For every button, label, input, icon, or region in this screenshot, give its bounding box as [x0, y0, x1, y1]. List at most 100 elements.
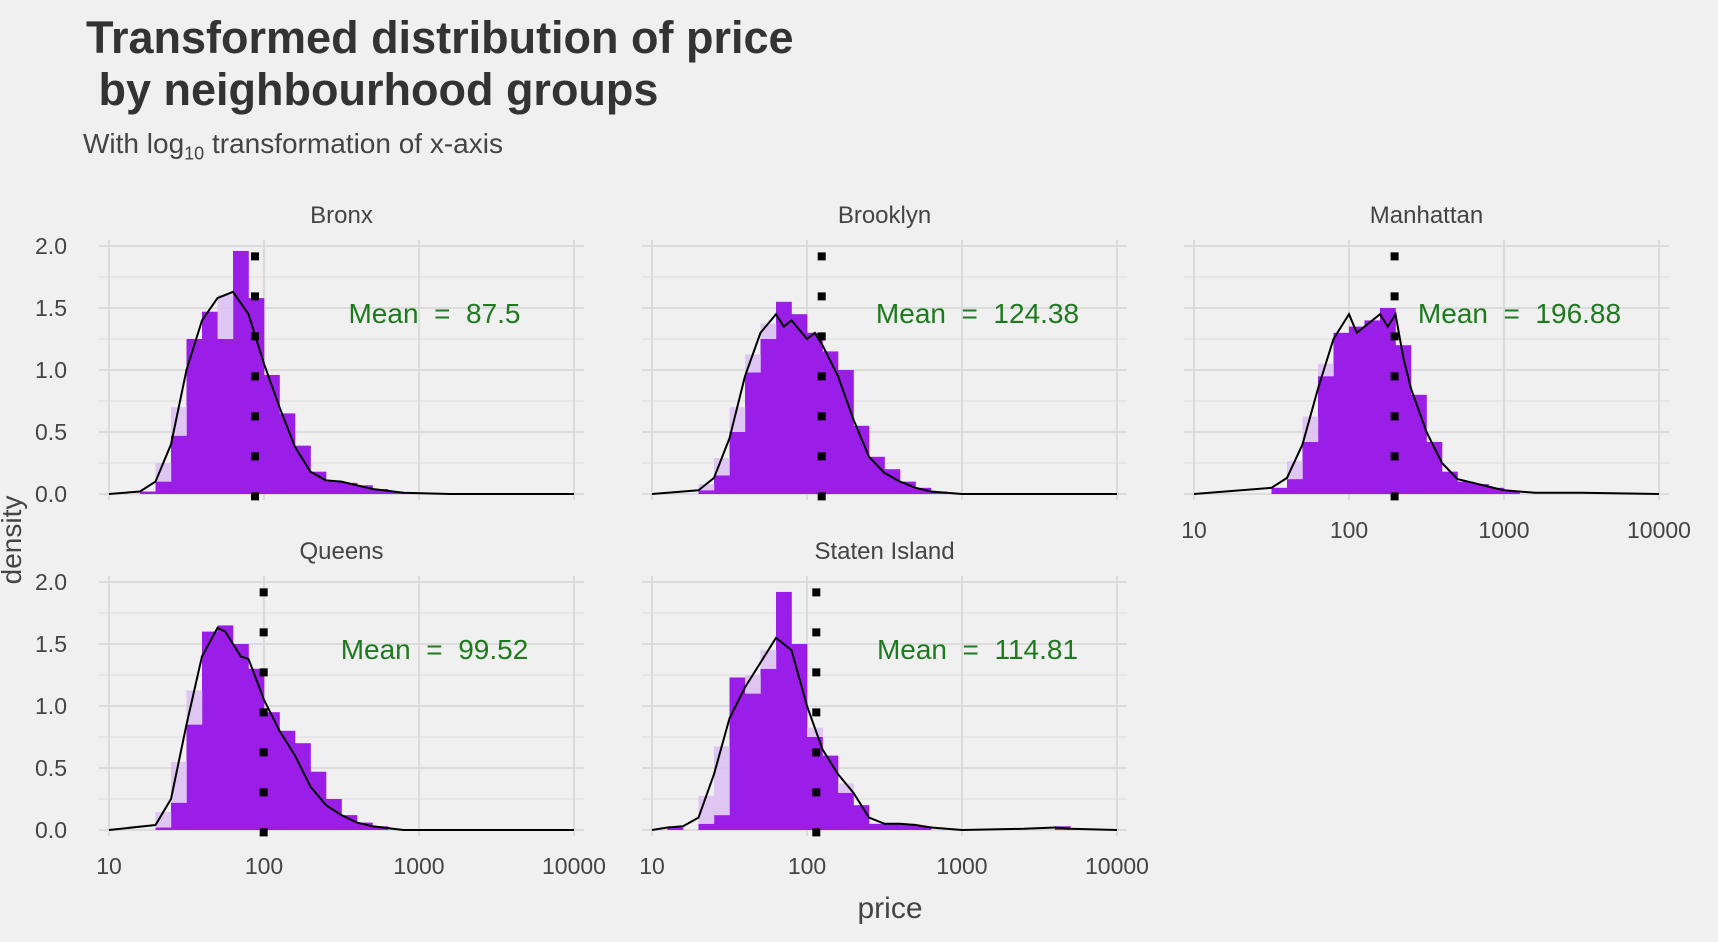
chart-title-line2: by neighbourhood groups [86, 64, 659, 115]
x-tick-label: 10 [1181, 517, 1207, 543]
panel-strip-title: Queens [299, 538, 383, 565]
x-axis-label: price [857, 892, 922, 925]
histogram-bar [915, 487, 932, 494]
x-tick-label: 100 [245, 853, 283, 879]
histogram-bar [217, 339, 234, 494]
histogram-bar [1457, 481, 1474, 494]
histogram-bar [698, 823, 715, 830]
histogram-bar [1442, 471, 1458, 494]
histogram-bar [791, 644, 808, 830]
histogram-bar [1287, 479, 1303, 494]
panel-strip-title: Staten Island [814, 538, 954, 565]
histogram-bar [279, 730, 296, 830]
density-overlay-fill [1302, 416, 1319, 442]
mean-label: Mean = 196.88 [1418, 298, 1621, 329]
histogram-bar [171, 435, 187, 494]
histogram-bar [171, 802, 187, 830]
histogram-bar [714, 815, 730, 830]
histogram-bar [1349, 326, 1365, 494]
histogram-bar [900, 823, 916, 830]
histogram-bar [248, 298, 265, 494]
histogram-bar [729, 677, 746, 830]
density-overlay-fill [698, 484, 715, 491]
histogram-bar [186, 724, 203, 830]
density-overlay-fill [807, 727, 823, 737]
histogram-bar [140, 491, 156, 494]
y-tick-label: 0.0 [35, 817, 67, 843]
panel-manhattan: Manhattan Mean = 196.88 10 100 1000 10000 [1181, 202, 1691, 543]
histogram-bar [729, 432, 746, 494]
histogram-bar [776, 591, 792, 830]
histogram-bar [372, 489, 389, 494]
mean-label: Mean = 99.52 [341, 634, 529, 665]
density-overlay-fill [838, 783, 854, 793]
x-tick-label: 1000 [393, 853, 444, 879]
density-curve [1193, 311, 1660, 495]
histogram-bar [822, 351, 839, 494]
histogram-bar [357, 822, 373, 830]
mean-label: Mean = 124.38 [876, 298, 1079, 329]
histogram-bar [295, 445, 311, 494]
subtitle-subscript: 10 [184, 143, 205, 164]
x-tick-label: 10000 [1085, 853, 1149, 879]
histogram-bar [667, 827, 684, 830]
density-overlay-fill [217, 294, 234, 339]
histogram-bar [884, 823, 901, 830]
density-overlay-fill [714, 746, 730, 816]
histogram-bar [233, 644, 249, 830]
density-overlay-fill [1287, 461, 1303, 480]
histogram-bar [264, 374, 280, 494]
histogram-bar [1488, 487, 1505, 494]
density-overlay-fill [171, 761, 187, 803]
density-overlay-fill [155, 463, 172, 482]
panel-staten-island: Staten Island Mean = 114.81 10 100 1000 10000 [639, 538, 1149, 879]
panel-brooklyn: Brooklyn Mean = 124.38 [642, 202, 1127, 504]
histogram-bar [279, 413, 296, 494]
mean-label: Mean = 114.81 [877, 634, 1078, 665]
panel-strip-title: Bronx [310, 202, 373, 229]
y-tick-label: 1.0 [35, 357, 67, 383]
histogram-bar [807, 737, 823, 830]
x-tick-label: 10000 [1627, 517, 1691, 543]
x-tick-label: 1000 [1478, 517, 1529, 543]
histogram-bar [884, 469, 901, 494]
histogram-bar [1271, 487, 1288, 494]
histogram-bar [186, 339, 203, 494]
y-tick-label: 2.0 [35, 569, 67, 595]
subtitle-suffix: transformation of x-axis [204, 128, 503, 159]
histogram-bar [155, 827, 172, 830]
histogram-bar [202, 311, 218, 494]
histogram-bar [1302, 441, 1319, 494]
chart-title: Transformed distribution of price by nei… [86, 12, 794, 116]
y-tick-label: 2.0 [35, 233, 67, 259]
y-tick-label: 1.0 [35, 693, 67, 719]
histogram-bar [217, 625, 234, 830]
y-tick-label: 0.5 [35, 755, 67, 781]
histogram-bar [900, 481, 916, 494]
density-curve [651, 312, 1117, 495]
histogram-bar [776, 301, 792, 494]
histogram-bar [698, 490, 715, 494]
x-tick-label: 100 [1330, 517, 1368, 543]
histogram-bar [1395, 345, 1412, 494]
density-curve [651, 636, 1118, 832]
histogram-bar [853, 425, 870, 494]
histogram-bar [745, 372, 761, 494]
histogram-bar [1473, 484, 1489, 494]
histogram-bar [791, 314, 808, 494]
histogram-bar [1504, 491, 1520, 494]
panel-strip-title: Manhattan [1370, 202, 1483, 229]
histogram-bar [155, 481, 172, 494]
x-tick-label: 10 [639, 853, 665, 879]
subtitle-prefix: With log [83, 128, 185, 159]
histogram-bar [915, 826, 932, 830]
y-tick-label: 1.5 [35, 295, 67, 321]
histogram-bar [714, 475, 730, 494]
density-overlay-fill [155, 812, 172, 828]
density-overlay-fill [698, 795, 715, 824]
y-tick-label: 0.0 [35, 481, 67, 507]
x-tick-label: 1000 [936, 853, 987, 879]
x-tick-label: 100 [788, 853, 826, 879]
histogram-bar [838, 792, 854, 830]
